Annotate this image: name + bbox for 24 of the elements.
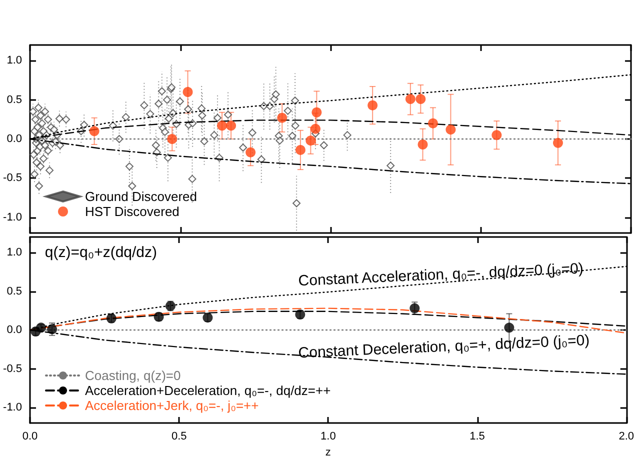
y-tick-label: 1.0 [6,246,22,258]
legend-label: Ground Discovered [85,189,197,204]
legend-label: HST Discovered [85,204,180,219]
annotation: q(z)=q₀+z(dq/dz) [44,244,158,261]
x-tick-label: 2.0 [618,430,634,442]
legend-label: Acceleration+Deceleration, q₀=-, dq/dz=++ [85,383,331,398]
x-tick-label: 0.5 [171,430,187,442]
x-tick-label: 1.5 [470,430,485,442]
y-tick-label: 0.0 [6,133,22,145]
x-tick-label: 0.0 [22,430,38,442]
x-tick-label: 1.0 [320,430,336,442]
legend-label: Acceleration+Jerk, q₀=-, j₀=++ [85,398,259,413]
y-tick-label: -1.0 [3,211,22,224]
y-tick-label: -1.0 [3,402,22,414]
annotation: Constant Deceleration, q₀=+, dq/dz=0 (j₀=0) [298,332,590,362]
x-axis-title: z [325,446,331,458]
y-tick-label: -0.5 [3,362,22,375]
y-tick-label: 1.0 [6,54,22,67]
y-tick-label: -0.5 [3,172,22,184]
y-tick-label: 0.0 [6,324,22,336]
legend-label: Coasting, q(z)=0 [85,368,181,383]
annotation: Constant Acceleration, q₀=-, dq/dz=0 (j₀=0) [298,260,584,290]
y-tick-label: 0.5 [6,285,22,298]
y-tick-label: 0.5 [6,94,22,106]
